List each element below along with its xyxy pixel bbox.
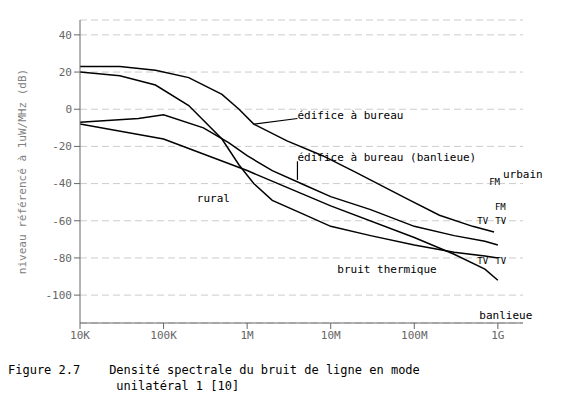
svg-text:100K: 100K bbox=[150, 329, 177, 342]
svg-text:-60: -60 bbox=[52, 215, 72, 228]
svg-text:TV: TV bbox=[495, 256, 506, 266]
svg-text:banlieue: banlieue bbox=[479, 309, 532, 322]
svg-text:FM: FM bbox=[489, 177, 500, 187]
svg-text:TV: TV bbox=[477, 216, 488, 226]
svg-text:1M: 1M bbox=[241, 329, 255, 342]
svg-text:-20: -20 bbox=[52, 140, 72, 153]
svg-text:niveau référencé à 1uW/MHz (dB: niveau référencé à 1uW/MHz (dB) bbox=[16, 69, 29, 274]
svg-text:-80: -80 bbox=[52, 252, 72, 265]
svg-text:édifice à bureau: édifice à bureau bbox=[297, 109, 403, 122]
svg-text:FM: FM bbox=[495, 202, 506, 212]
svg-text:TV: TV bbox=[477, 256, 488, 266]
svg-text:10M: 10M bbox=[321, 329, 341, 342]
svg-text:20: 20 bbox=[59, 66, 72, 79]
svg-text:urbain: urbain bbox=[503, 168, 543, 181]
svg-text:100M: 100M bbox=[401, 329, 428, 342]
svg-text:édifice à bureau (banlieue): édifice à bureau (banlieue) bbox=[297, 151, 476, 164]
svg-text:40: 40 bbox=[59, 29, 72, 42]
svg-text:1G: 1G bbox=[491, 329, 504, 342]
svg-text:10K: 10K bbox=[70, 329, 90, 342]
svg-text:0: 0 bbox=[65, 103, 72, 116]
svg-text:TV: TV bbox=[495, 216, 506, 226]
svg-text:bruit thermique: bruit thermique bbox=[337, 263, 436, 276]
svg-text:-100: -100 bbox=[46, 289, 73, 302]
svg-text:-40: -40 bbox=[52, 177, 72, 190]
svg-text:rural: rural bbox=[197, 192, 230, 205]
html-text:Figure 2.7 Densité spectrale d: Figure 2.7 Densité spectrale du bruit de… bbox=[8, 363, 420, 393]
